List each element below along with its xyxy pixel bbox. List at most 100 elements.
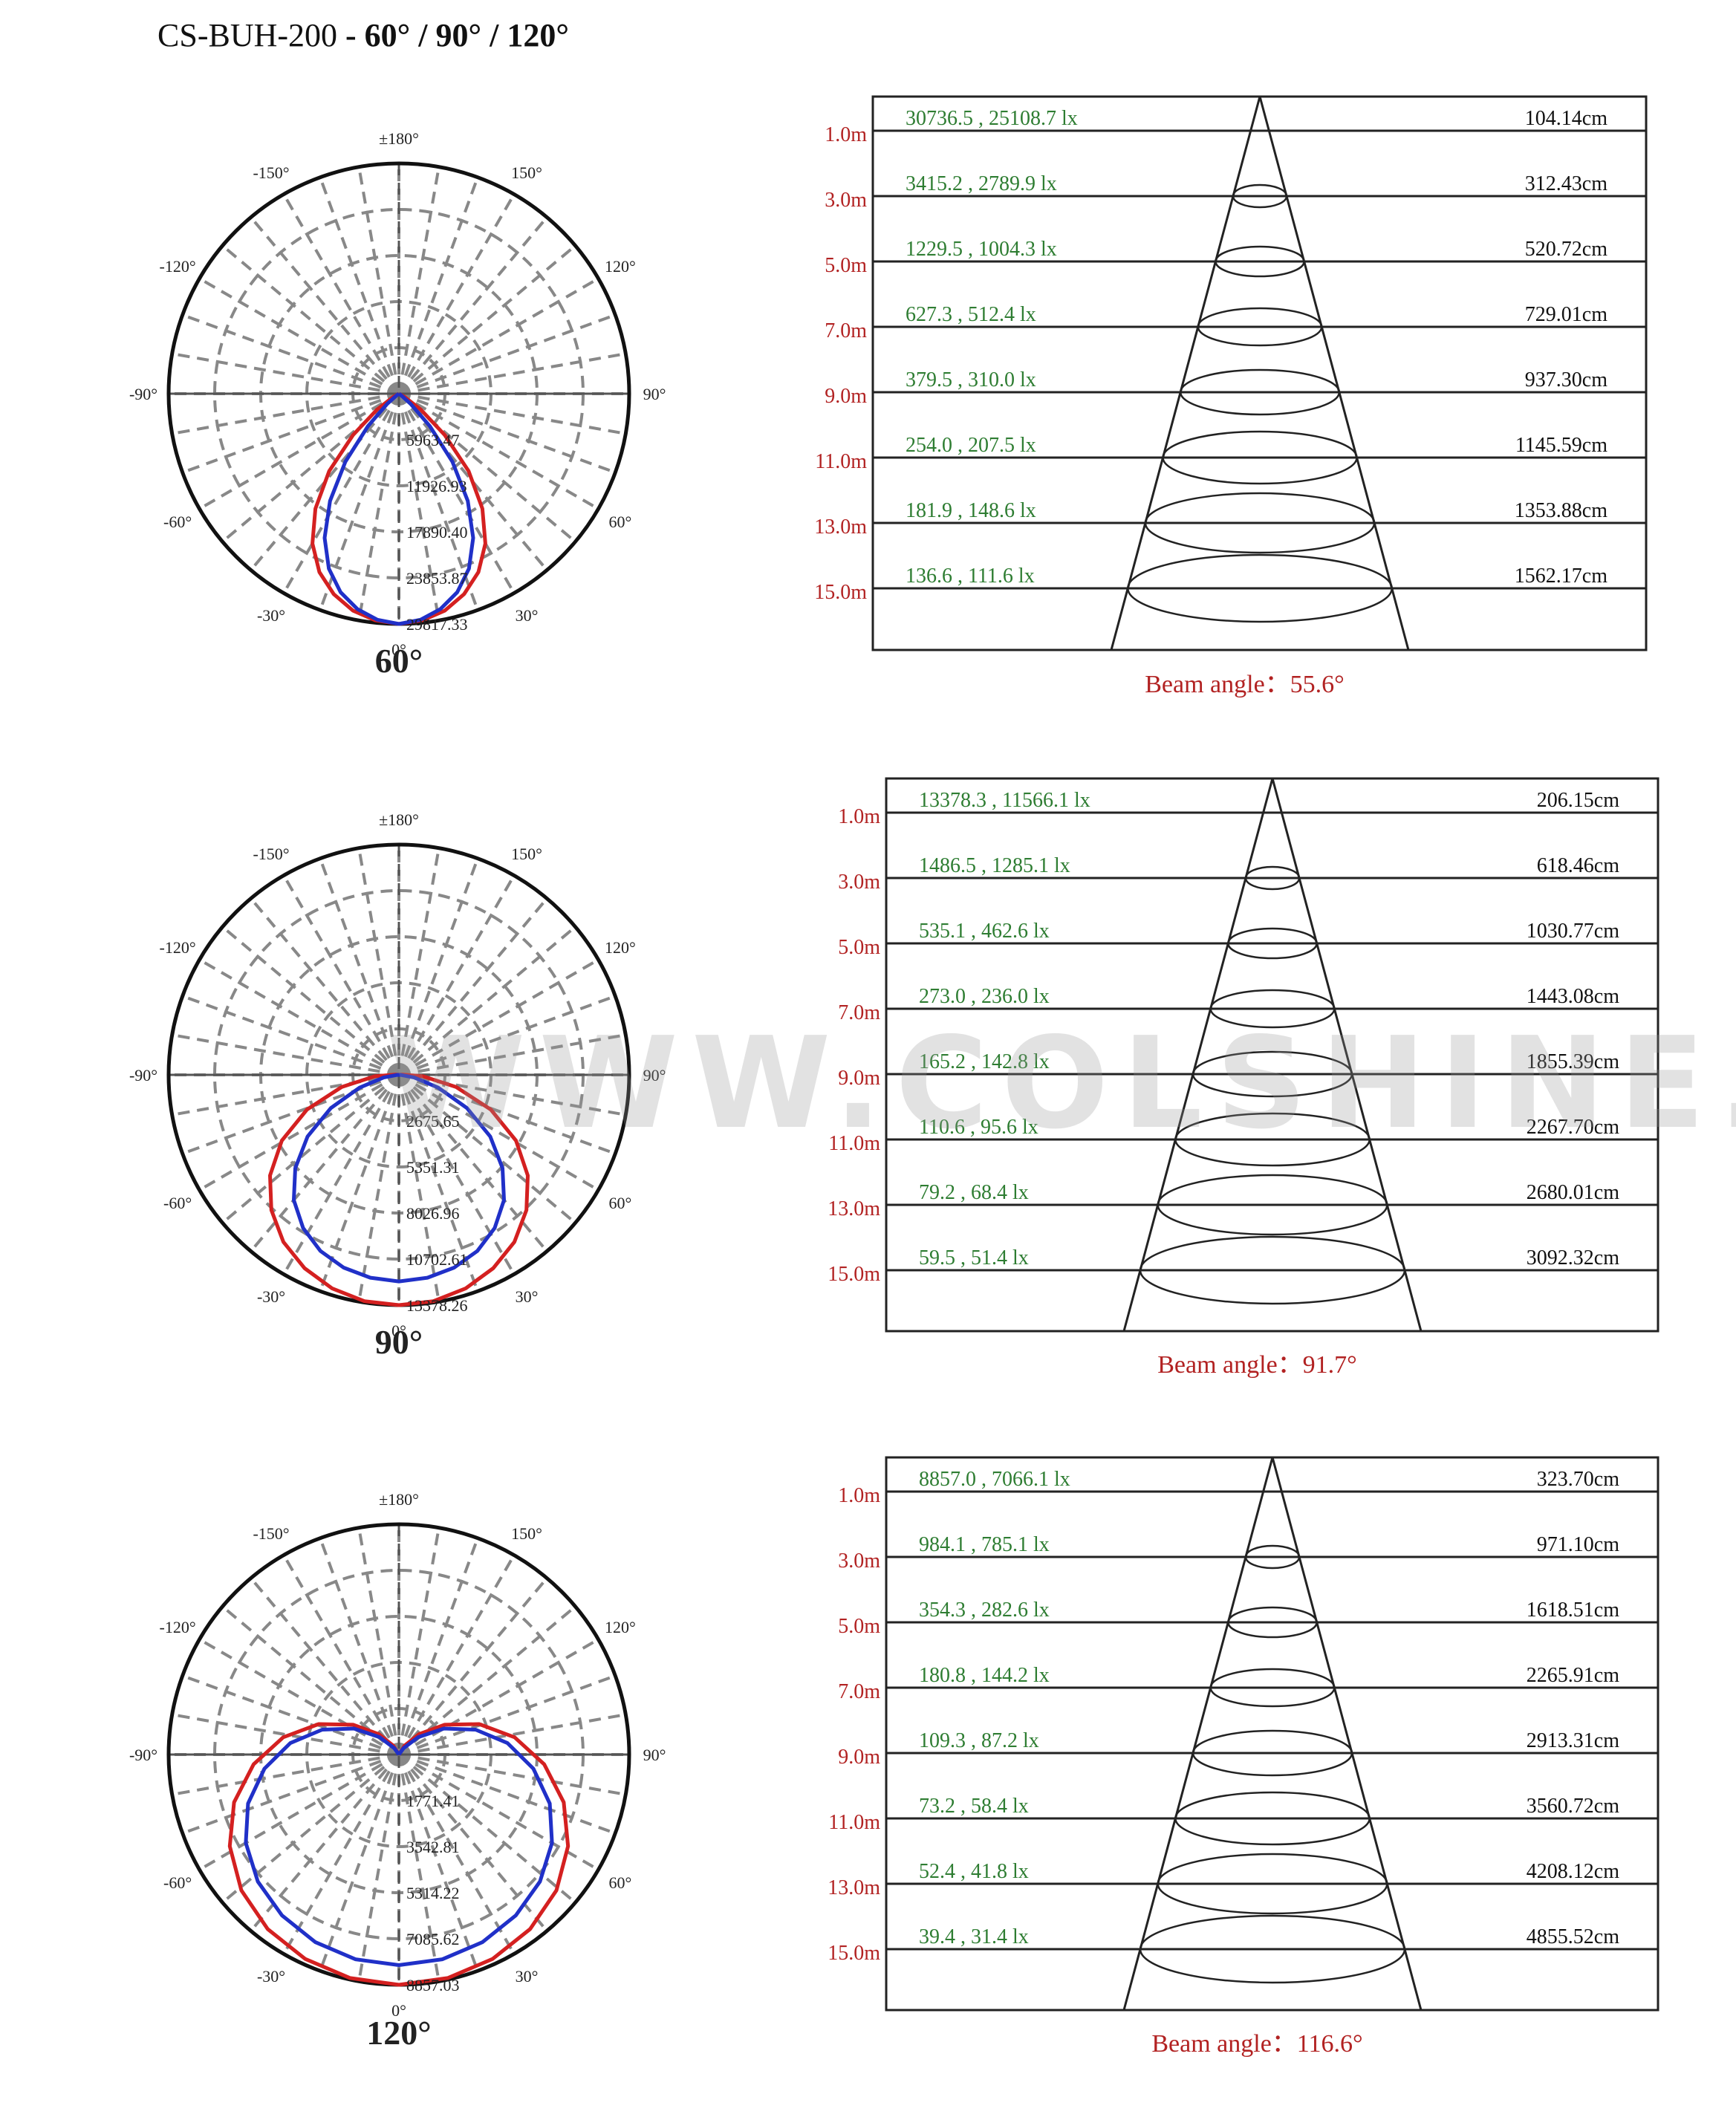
polar-angle-label: 60° — [609, 1873, 632, 1892]
polar-angle-label: 60° — [609, 1194, 632, 1212]
beam-distance-label: 11.0m — [828, 1811, 880, 1834]
polar-angle-label: -60° — [163, 1194, 192, 1212]
beam-cone-right — [1271, 778, 1423, 1332]
polar-series-blue — [292, 1073, 506, 1284]
polar-chart-120: ±180° 150° 120° 90° 60° 30° 0° -30° -60° -90° -120… — [129, 1490, 666, 2052]
beam-distance-label: 9.0m — [838, 1746, 880, 1769]
beam-lux-label: 254.0 , 207.5 lx — [906, 434, 1036, 457]
polar-angle-label: 120° — [605, 1618, 636, 1636]
beam-distance-label: 7.0m — [838, 1001, 880, 1024]
beam-lux-label: 73.2 , 58.4 lx — [919, 1795, 1029, 1818]
beam-diameter-label: 1145.59cm — [1515, 434, 1607, 457]
beam-cone-left — [1122, 1457, 1274, 2011]
beam-cone-right — [1258, 96, 1410, 651]
beam-lux-label: 165.2 , 142.8 lx — [919, 1050, 1050, 1073]
polar-ring-value: 29817.33 — [406, 615, 468, 634]
polar-ring-value: 8857.03 — [406, 1976, 460, 1994]
beam-cone-right — [1271, 1457, 1423, 2011]
beam-lux-label: 181.9 , 148.6 lx — [906, 499, 1036, 522]
beam-lux-label: 110.6 , 95.6 lx — [919, 1116, 1038, 1139]
beam-distance-label: 3.0m — [838, 1550, 880, 1573]
beam-distance-label: 9.0m — [825, 385, 867, 408]
polar-angle-label: 0° — [391, 2001, 406, 2020]
beam-distance-label: 13.0m — [814, 516, 867, 539]
polar-angle-label: 30° — [516, 606, 539, 625]
beam-diameter-label: 971.10cm — [1537, 1533, 1619, 1556]
polar-series-red — [268, 1073, 530, 1307]
beam-cone-chart-120: 1.0m 8857.0 , 7066.1 lx 323.70cm 3.0m 984.1 … — [828, 1456, 1659, 2058]
polar-angle-label: ±180° — [379, 810, 419, 829]
polar-ring-value: 7085.62 — [406, 1930, 460, 1948]
model-name: CS-BUH-200 — [157, 17, 338, 53]
beam-ellipse — [1209, 1668, 1336, 1708]
polar-angle-label: 150° — [511, 163, 542, 182]
polar-angle-label: -90° — [129, 385, 157, 403]
beam-diameter-label: 2265.91cm — [1527, 1664, 1619, 1687]
polar-angle-label: -30° — [257, 606, 285, 625]
beam-ellipse — [1192, 1050, 1353, 1098]
beam-ellipse — [1144, 492, 1376, 554]
beam-lux-label: 1229.5 , 1004.3 lx — [906, 238, 1057, 261]
beam-lux-label: 59.5 , 51.4 lx — [919, 1246, 1029, 1269]
beam-distance-label: 5.0m — [838, 1615, 880, 1638]
beam-lux-label: 379.5 , 310.0 lx — [906, 368, 1036, 391]
polar-ring-value: 13378.26 — [406, 1296, 468, 1315]
polar-angle-label: 30° — [516, 1967, 539, 1986]
beam-ellipse — [1162, 430, 1358, 485]
beam-diameter-label: 520.72cm — [1525, 238, 1607, 261]
polar-angle-label: 150° — [511, 1524, 542, 1543]
beam-ellipse — [1215, 245, 1305, 278]
polar-angle-label: 150° — [511, 845, 542, 863]
beam-diameter-label: 729.01cm — [1525, 303, 1607, 326]
beam-diameter-label: 1443.08cm — [1527, 985, 1619, 1008]
beam-diameter-label: 104.14cm — [1525, 107, 1607, 130]
beam-ellipse — [1244, 1544, 1301, 1570]
polar-angle-label: 0° — [391, 640, 406, 659]
beam-lux-label: 1486.5 , 1285.1 lx — [919, 854, 1070, 877]
polar-angle-label: 30° — [516, 1287, 539, 1306]
beam-diameter-label: 1618.51cm — [1527, 1599, 1619, 1622]
polar-ring-value: 8026.96 — [406, 1204, 460, 1223]
beam-distance-label: 15.0m — [828, 1942, 880, 1965]
beam-lux-label: 984.1 , 785.1 lx — [919, 1533, 1050, 1556]
beam-angle-label: Beam angle：91.7° — [1157, 1351, 1357, 1379]
polar-angle-label: 90° — [643, 1066, 666, 1085]
beam-diameter-label: 3092.32cm — [1527, 1246, 1619, 1269]
beam-distance-label: 9.0m — [838, 1067, 880, 1090]
beam-diameter-label: 2680.01cm — [1527, 1181, 1619, 1204]
beam-lux-label: 354.3 , 282.6 lx — [919, 1599, 1050, 1622]
beam-ellipse — [1139, 1914, 1406, 1984]
beam-angle-label: Beam angle：55.6° — [1145, 671, 1345, 698]
beam-lux-label: 8857.0 , 7066.1 lx — [919, 1468, 1070, 1491]
beam-diameter-label: 1562.17cm — [1515, 565, 1607, 588]
beam-lux-label: 535.1 , 462.6 lx — [919, 920, 1050, 943]
polar-angle-label: -90° — [129, 1746, 157, 1764]
beam-lux-label: 30736.5 , 25108.7 lx — [906, 107, 1078, 130]
beam-distance-label: 3.0m — [838, 871, 880, 894]
beam-cone-chart-60: 1.0m 30736.5 , 25108.7 lx 104.14cm 3.0m 3415… — [814, 95, 1648, 698]
beam-distance-label: 11.0m — [828, 1132, 880, 1155]
polar-series-blue — [244, 1726, 554, 1967]
beam-distance-label: 1.0m — [838, 1484, 880, 1507]
beam-lux-label: 109.3 , 87.2 lx — [919, 1729, 1039, 1752]
beam-lux-label: 52.4 , 41.8 lx — [919, 1860, 1029, 1883]
polar-angle-label: -30° — [257, 1287, 285, 1306]
beam-diameter-label: 323.70cm — [1537, 1468, 1619, 1491]
polar-angle-label: -150° — [253, 845, 289, 863]
beam-cone-left — [1122, 778, 1274, 1332]
polar-angle-label: -120° — [160, 1618, 196, 1636]
beam-cone-chart-90: 1.0m 13378.3 , 11566.1 lx 206.15cm 3.0m 1486… — [828, 777, 1659, 1379]
beam-lux-label: 273.0 , 236.0 lx — [919, 985, 1050, 1008]
polar-ring-value: 3542.81 — [406, 1838, 460, 1856]
beam-distance-label: 15.0m — [828, 1263, 880, 1286]
polar-ring-value: 5314.22 — [406, 1884, 460, 1902]
beam-lux-label: 180.8 , 144.2 lx — [919, 1664, 1050, 1687]
polar-chart-60: ±180° 150° 120° 90° 60° 30° 0° -30° -60° -90° -120… — [129, 129, 666, 680]
angle-list: - 60° / 90° / 120° — [345, 17, 569, 53]
beam-distance-label: 13.0m — [828, 1197, 880, 1220]
polar-ring-value: 5963.47 — [406, 431, 460, 449]
beam-diameter-label: 2267.70cm — [1527, 1116, 1619, 1139]
beam-distance-label: 11.0m — [815, 450, 867, 473]
beam-distance-label: 15.0m — [814, 581, 867, 604]
polar-chart-label: 60° — [375, 642, 423, 680]
